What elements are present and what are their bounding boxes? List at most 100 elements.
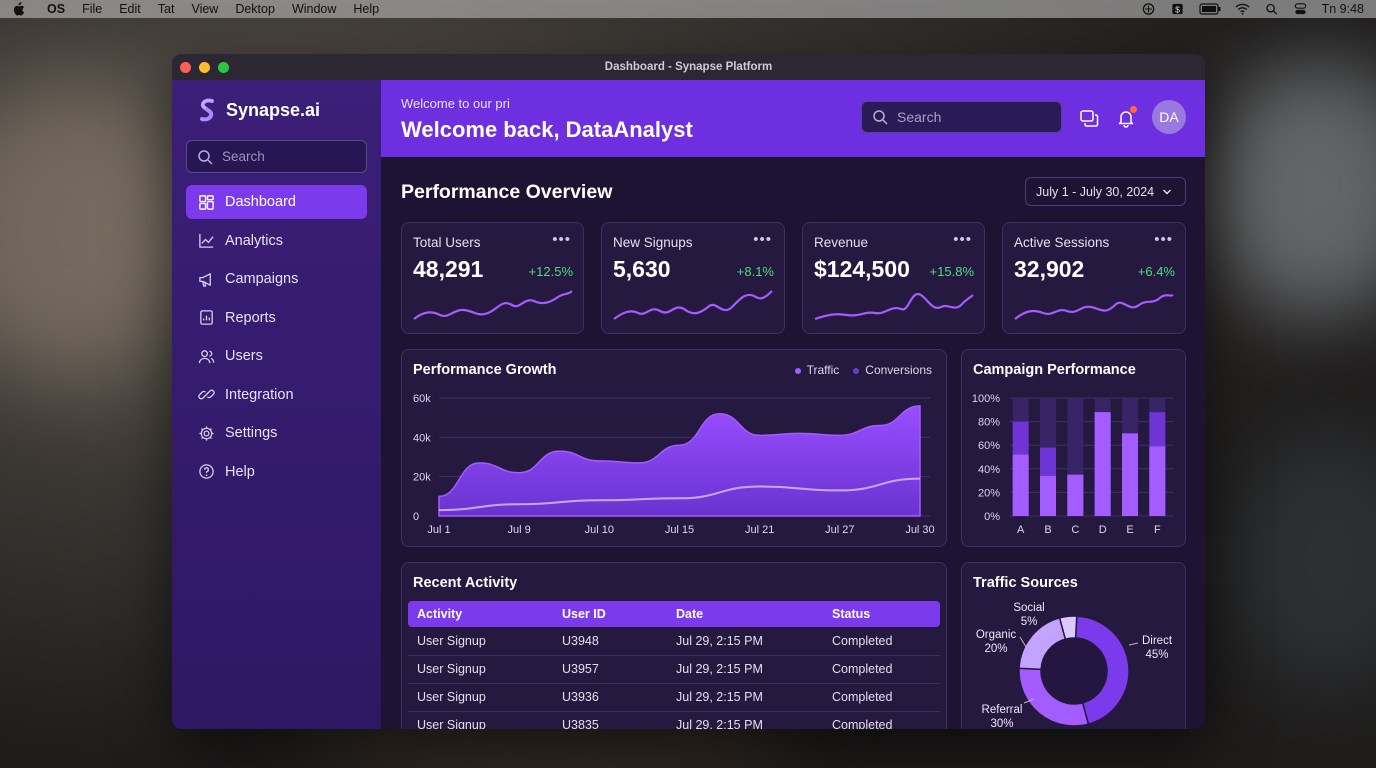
cell-user-id: U3948	[553, 627, 667, 656]
messages-icon[interactable]	[1079, 108, 1099, 128]
bar-lower[interactable]	[1149, 446, 1166, 516]
stat-card-total-users[interactable]: Total Users ••• 48,291 +12.5%	[401, 222, 584, 334]
table-row[interactable]: User Signup U3948 Jul 29, 2:15 PM Comple…	[408, 627, 940, 656]
sparkline	[613, 290, 773, 320]
sidebar-item-settings[interactable]: Settings	[186, 416, 367, 450]
menu-file[interactable]: File	[82, 2, 103, 16]
more-options-icon[interactable]: •••	[953, 231, 972, 248]
menu-help[interactable]: Help	[353, 2, 380, 16]
sidebar-search-input[interactable]: Search	[186, 140, 367, 173]
sidebar-item-label: Reports	[225, 309, 276, 326]
donut-slice[interactable]	[1058, 615, 1078, 641]
sidebar-search-placeholder: Search	[222, 149, 265, 164]
y-tick-label: 20k	[413, 472, 431, 484]
column-header-status[interactable]: Status	[823, 601, 940, 627]
sidebar-item-label: Integration	[225, 386, 294, 403]
leader-line	[1023, 698, 1035, 704]
x-tick-label: A	[1017, 524, 1025, 536]
stat-card-revenue[interactable]: Revenue ••• $124,500 +15.8%	[802, 222, 985, 334]
more-options-icon[interactable]: •••	[552, 231, 571, 248]
menubar-clock[interactable]: Tn 9:48	[1321, 2, 1364, 16]
zoom-window-button[interactable]	[218, 61, 229, 73]
apple-icon[interactable]	[12, 2, 25, 16]
donut-slice[interactable]	[1074, 615, 1130, 726]
more-options-icon[interactable]: •••	[753, 231, 772, 248]
cell-user-id: U3936	[553, 683, 667, 712]
cell-activity: User Signup	[408, 683, 553, 712]
x-tick-label: C	[1071, 524, 1079, 536]
donut-hole	[1042, 639, 1106, 703]
traffic-series-area[interactable]	[438, 405, 921, 517]
date-range-select[interactable]: July 1 - July 30, 2024	[1025, 177, 1186, 206]
bar-lower[interactable]	[1040, 475, 1056, 516]
users-icon	[198, 349, 215, 363]
report-icon	[200, 310, 213, 325]
date-range-value: July 1 - July 30, 2024	[1036, 184, 1155, 199]
cell-status: Completed	[823, 627, 940, 656]
sidebar-item-campaigns[interactable]: Campaigns	[186, 262, 367, 296]
brand-name: Synapse.ai	[226, 99, 321, 120]
avatar[interactable]: DA	[1152, 100, 1186, 134]
slice-label: Direct	[1142, 635, 1173, 647]
x-tick-label: E	[1126, 524, 1133, 536]
legend-item-traffic[interactable]: Traffic	[794, 363, 839, 377]
sidebar-item-dashboard[interactable]: Dashboard	[186, 185, 367, 219]
bar-lower[interactable]	[1067, 474, 1084, 516]
traffic-sources-card: Traffic Sources Social 5% Organic 20% Direct…	[961, 562, 1186, 729]
table-row[interactable]: User Signup U3936 Jul 29, 2:15 PM Comple…	[408, 683, 940, 712]
sidebar-item-help[interactable]: Help	[186, 455, 367, 489]
wifi-icon[interactable]	[1235, 3, 1250, 15]
column-header-activity[interactable]: Activity	[408, 601, 553, 627]
stat-card-new-signups[interactable]: New Signups ••• 5,630 +8.1%	[601, 222, 785, 334]
card-title: Performance Growth	[413, 362, 557, 378]
sidebar-item-users[interactable]: Users	[186, 339, 367, 373]
menu-edit[interactable]: Edit	[119, 2, 141, 16]
table-row[interactable]: User Signup U3957 Jul 29, 2:15 PM Comple…	[408, 655, 940, 684]
stat-value: 32,902	[1014, 256, 1085, 282]
spotlight-search-icon[interactable]	[1264, 3, 1279, 15]
sidebar-item-integration[interactable]: Integration	[186, 378, 367, 412]
stat-card-active-sessions[interactable]: Active Sessions ••• 32,902 +6.4%	[1002, 222, 1186, 334]
menu-os[interactable]: OS	[47, 2, 66, 16]
conversions-series-line[interactable]	[438, 477, 921, 512]
cell-activity: User Signup	[408, 655, 553, 684]
toggles-icon[interactable]	[1293, 3, 1308, 15]
sidebar-item-reports[interactable]: Reports	[186, 301, 367, 335]
card-title: Traffic Sources	[973, 575, 1078, 591]
chart-line-icon	[199, 233, 214, 248]
control-center-icon[interactable]	[1141, 3, 1156, 15]
bar-lower[interactable]	[1012, 454, 1029, 516]
minimize-window-button[interactable]	[199, 61, 210, 73]
menu-dektop[interactable]: Dektop	[235, 2, 275, 16]
app-window: Dashboard - Synapse Platform Synapse.ai …	[172, 54, 1205, 729]
leader-line	[1041, 626, 1053, 634]
menu-view[interactable]: View	[191, 2, 219, 16]
bar-lower[interactable]	[1094, 412, 1111, 516]
menu-tat[interactable]: Tat	[157, 2, 175, 16]
stat-label: Revenue	[814, 235, 869, 250]
column-header-user-id[interactable]: User ID	[553, 601, 667, 627]
close-window-button[interactable]	[180, 61, 191, 73]
sidebar-item-analytics[interactable]: Analytics	[186, 224, 367, 258]
leader-line	[1019, 636, 1027, 648]
cell-status: Completed	[823, 711, 940, 729]
x-tick-label: Jul 30	[905, 524, 934, 536]
activity-table: Activity User ID Date Status User Signup…	[408, 601, 940, 729]
menu-window[interactable]: Window	[291, 2, 337, 16]
battery-icon[interactable]	[1199, 3, 1221, 15]
header-search-input[interactable]: Search	[861, 101, 1062, 133]
slice-label: Social	[1013, 602, 1044, 614]
column-header-date[interactable]: Date	[667, 601, 823, 627]
cell-user-id: U3835	[553, 711, 667, 729]
dollar-icon[interactable]: $	[1170, 3, 1185, 15]
bell-icon[interactable]	[1116, 108, 1136, 128]
legend-item-conversions[interactable]: Conversions	[853, 363, 932, 377]
more-options-icon[interactable]: •••	[1154, 231, 1173, 248]
bar-lower[interactable]	[1122, 433, 1138, 516]
table-row[interactable]: User Signup U3835 Jul 29, 2:15 PM Comple…	[408, 711, 940, 729]
sidebar-nav: Dashboard Analytics Campaigns Reports Us…	[186, 185, 367, 489]
avatar-initials: DA	[1159, 109, 1179, 125]
campaign-performance-chart: 0% 20% 40% 60% 80% 100% A B C D E F	[972, 393, 1174, 536]
welcome-title: Welcome back, DataAnalyst	[401, 117, 693, 142]
brand[interactable]: Synapse.ai	[186, 80, 367, 140]
